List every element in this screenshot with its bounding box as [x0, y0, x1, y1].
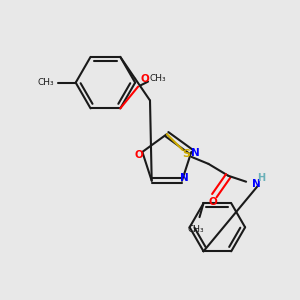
Text: N: N [252, 179, 261, 189]
Text: CH₃: CH₃ [37, 78, 54, 87]
Text: S: S [183, 149, 191, 159]
Text: N: N [180, 173, 188, 183]
Text: O: O [140, 74, 149, 84]
Text: H: H [257, 173, 265, 183]
Text: O: O [208, 196, 217, 206]
Text: CH₃: CH₃ [187, 225, 204, 234]
Text: O: O [135, 150, 144, 160]
Text: N: N [191, 148, 200, 158]
Text: CH₃: CH₃ [149, 74, 166, 83]
